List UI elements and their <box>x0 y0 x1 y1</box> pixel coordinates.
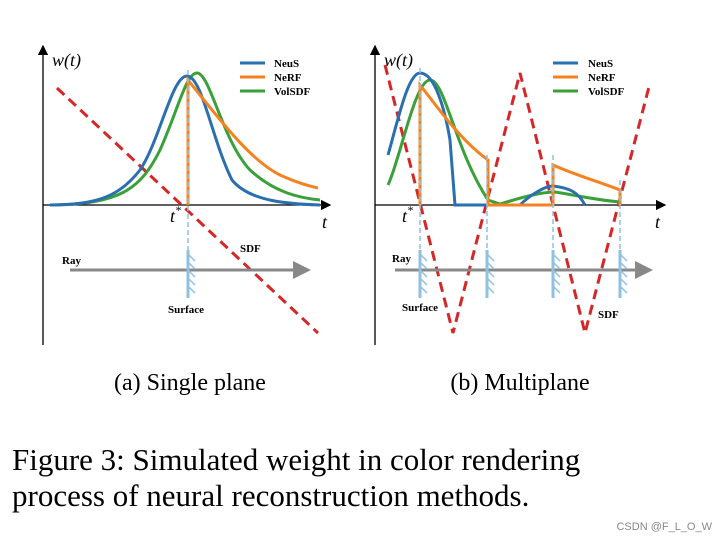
panel-a: NeuS NeRF VolSDF w(t) t t* Ray Surface S… <box>37 44 332 396</box>
x-label: t <box>322 212 328 232</box>
sdf-label: SDF <box>598 309 619 321</box>
t-star-base: t <box>402 206 408 226</box>
panel-b: NeuS NeRF VolSDF w(t) t t* Ray Surface S… <box>369 44 667 396</box>
t-star-sup: * <box>407 203 413 217</box>
surface-label: Surface <box>168 304 204 316</box>
volsdf-curve <box>386 78 621 206</box>
y-label: w(t) <box>52 50 81 71</box>
panel-caption: (b) Multiplane <box>450 370 589 396</box>
neus-curve <box>386 71 587 207</box>
sdf-line <box>383 64 652 334</box>
legend-label: NeuS <box>588 58 613 70</box>
volsdf-curve <box>49 71 321 207</box>
legend-label: VolSDF <box>274 86 311 98</box>
sdf-label: SDF <box>240 243 261 255</box>
t-star-sup: * <box>175 203 181 217</box>
surface <box>186 248 197 300</box>
surface <box>618 248 629 300</box>
t-star: t* <box>402 203 413 226</box>
y-label: w(t) <box>384 50 413 71</box>
nerf-curve <box>186 75 319 205</box>
nerf-curve <box>418 80 622 207</box>
t-star: t* <box>170 203 181 226</box>
neus-curve <box>49 74 321 207</box>
panel-caption: (a) Single plane <box>114 370 266 396</box>
figure-caption: process of neural reconstruction methods… <box>12 478 529 513</box>
surface-label: Surface <box>402 302 438 314</box>
legend-label: VolSDF <box>588 86 625 98</box>
legend-label: NeuS <box>274 58 299 70</box>
t-star-base: t <box>170 206 176 226</box>
legend-label: NeRF <box>274 72 302 84</box>
surface <box>418 248 429 300</box>
ray-label: Ray <box>62 255 81 267</box>
ray-label: Ray <box>392 253 411 265</box>
surface <box>485 248 496 300</box>
watermark: CSDN @F_L_O_W <box>616 521 712 533</box>
legend-label: NeRF <box>588 72 616 84</box>
figure-caption: Figure 3: Simulated weight in color rend… <box>12 442 580 477</box>
surface <box>551 248 562 300</box>
x-label: t <box>655 212 661 232</box>
